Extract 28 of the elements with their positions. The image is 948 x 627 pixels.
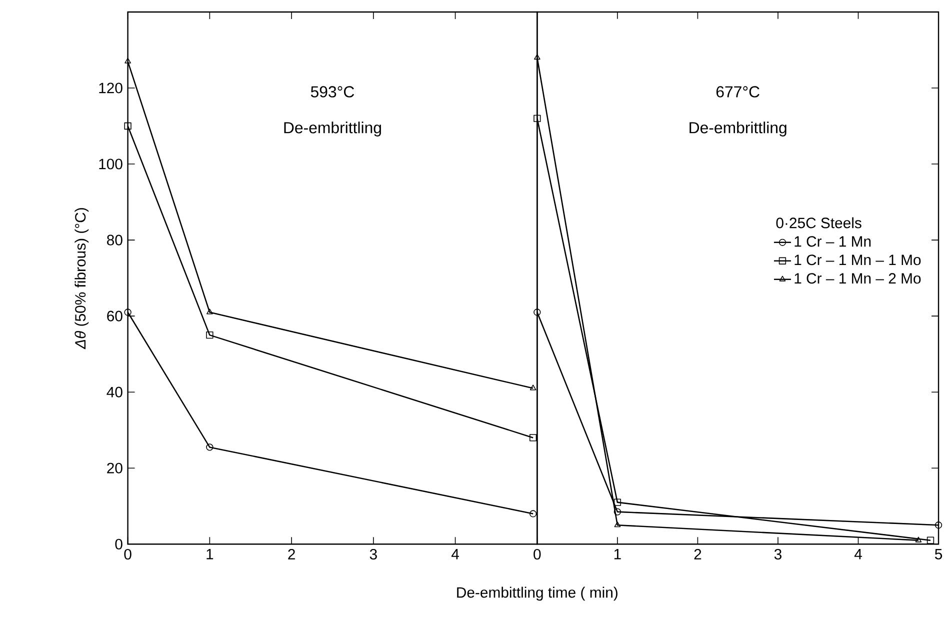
y-tick-label: 40 [106,386,122,398]
legend-label: 1 Cr – 1 Mn – 2 Mo [794,273,921,284]
y-tick-label: 60 [107,310,122,322]
x-tick-label: 4 [451,548,460,560]
legend-label: 1 Cr – 1 Mn [794,236,871,247]
x-tick-label: 1 [206,548,214,560]
x-tick-label: 3 [774,548,782,560]
annotation: 593°C [310,86,354,98]
x-axis-title: De-embittling time ( min) [457,586,618,601]
annotation: De-embrittling [690,122,786,136]
y-tick-label: 0 [115,538,122,550]
x-tick-label: 2 [694,548,702,560]
x-tick-label: 2 [288,548,295,560]
y-tick-label: 20 [107,462,122,474]
y-axis-title: Δθ (50% fibrous) (°C) [74,208,89,350]
x-tick-label: 0 [124,548,132,560]
annotation: 677°C [716,86,760,98]
x-tick-label: 4 [854,548,862,560]
x-tick-label: 5 [934,548,942,560]
y-tick-label: 120 [99,82,122,94]
y-tick-label: 80 [107,234,122,246]
x-tick-label: 1 [614,548,621,560]
legend-label: 1 Cr – 1 Mn – 1 Mo [794,254,921,266]
x-tick-label: 0 [534,548,541,560]
y-tick-label: 100 [99,158,122,170]
x-tick-label: 3 [370,548,377,560]
annotation: De-embrittling [284,122,381,136]
legend-title: 0·25C Steels [776,217,862,228]
